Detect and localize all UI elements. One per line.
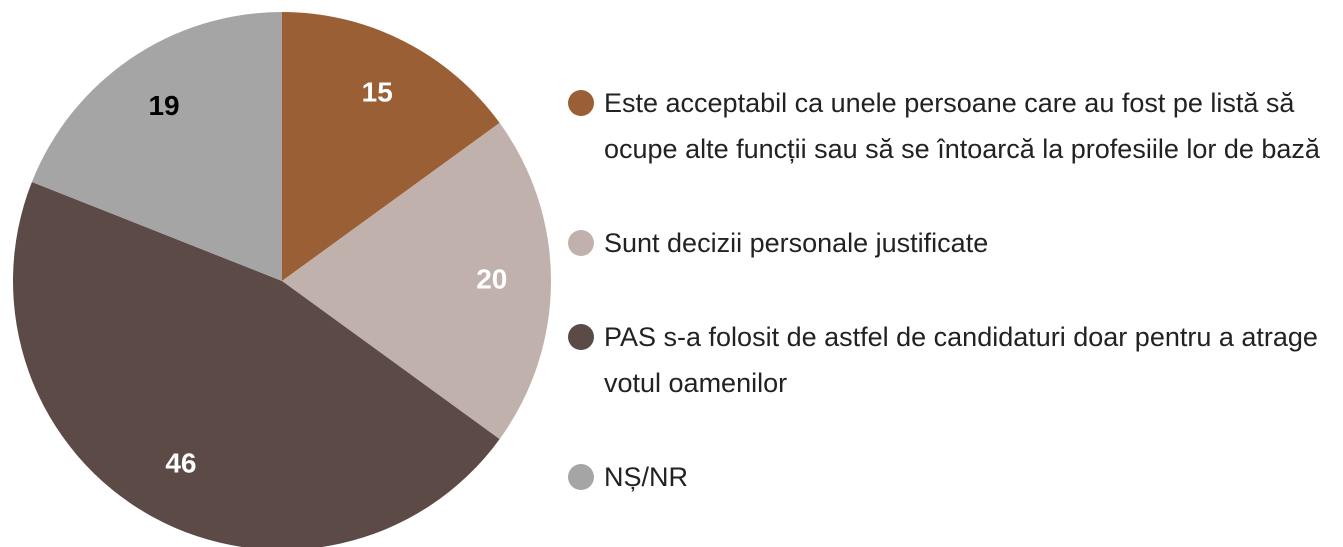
- legend-item: NȘ/NR: [568, 454, 1338, 500]
- legend-item: PAS s-a folosit de astfel de candidaturi…: [568, 314, 1338, 406]
- legend-item: Este acceptabil ca unele persoane care a…: [568, 80, 1338, 172]
- legend-marker: [568, 230, 594, 256]
- chart: 15 20 46 19: [13, 12, 552, 547]
- legend: Este acceptabil ca unele persoane care a…: [568, 80, 1338, 547]
- data-label: 20: [476, 263, 507, 294]
- data-label: 19: [148, 90, 179, 121]
- data-label: 15: [362, 76, 393, 107]
- pie-slice: [13, 181, 500, 547]
- legend-marker: [568, 90, 594, 116]
- legend-label: Este acceptabil ca unele persoane care a…: [604, 88, 1320, 164]
- pie-slice: [31, 12, 283, 281]
- legend-label: PAS s-a folosit de astfel de candidaturi…: [604, 322, 1318, 398]
- legend-item: Sunt decizii personale justificate: [568, 220, 1338, 266]
- pie-slice: [282, 12, 500, 281]
- legend-label: Sunt decizii personale justificate: [604, 228, 989, 258]
- pie-slice: [282, 122, 552, 440]
- data-label: 46: [165, 447, 196, 478]
- legend-label: NȘ/NR: [604, 462, 689, 492]
- legend-marker: [568, 324, 594, 350]
- legend-marker: [568, 464, 594, 490]
